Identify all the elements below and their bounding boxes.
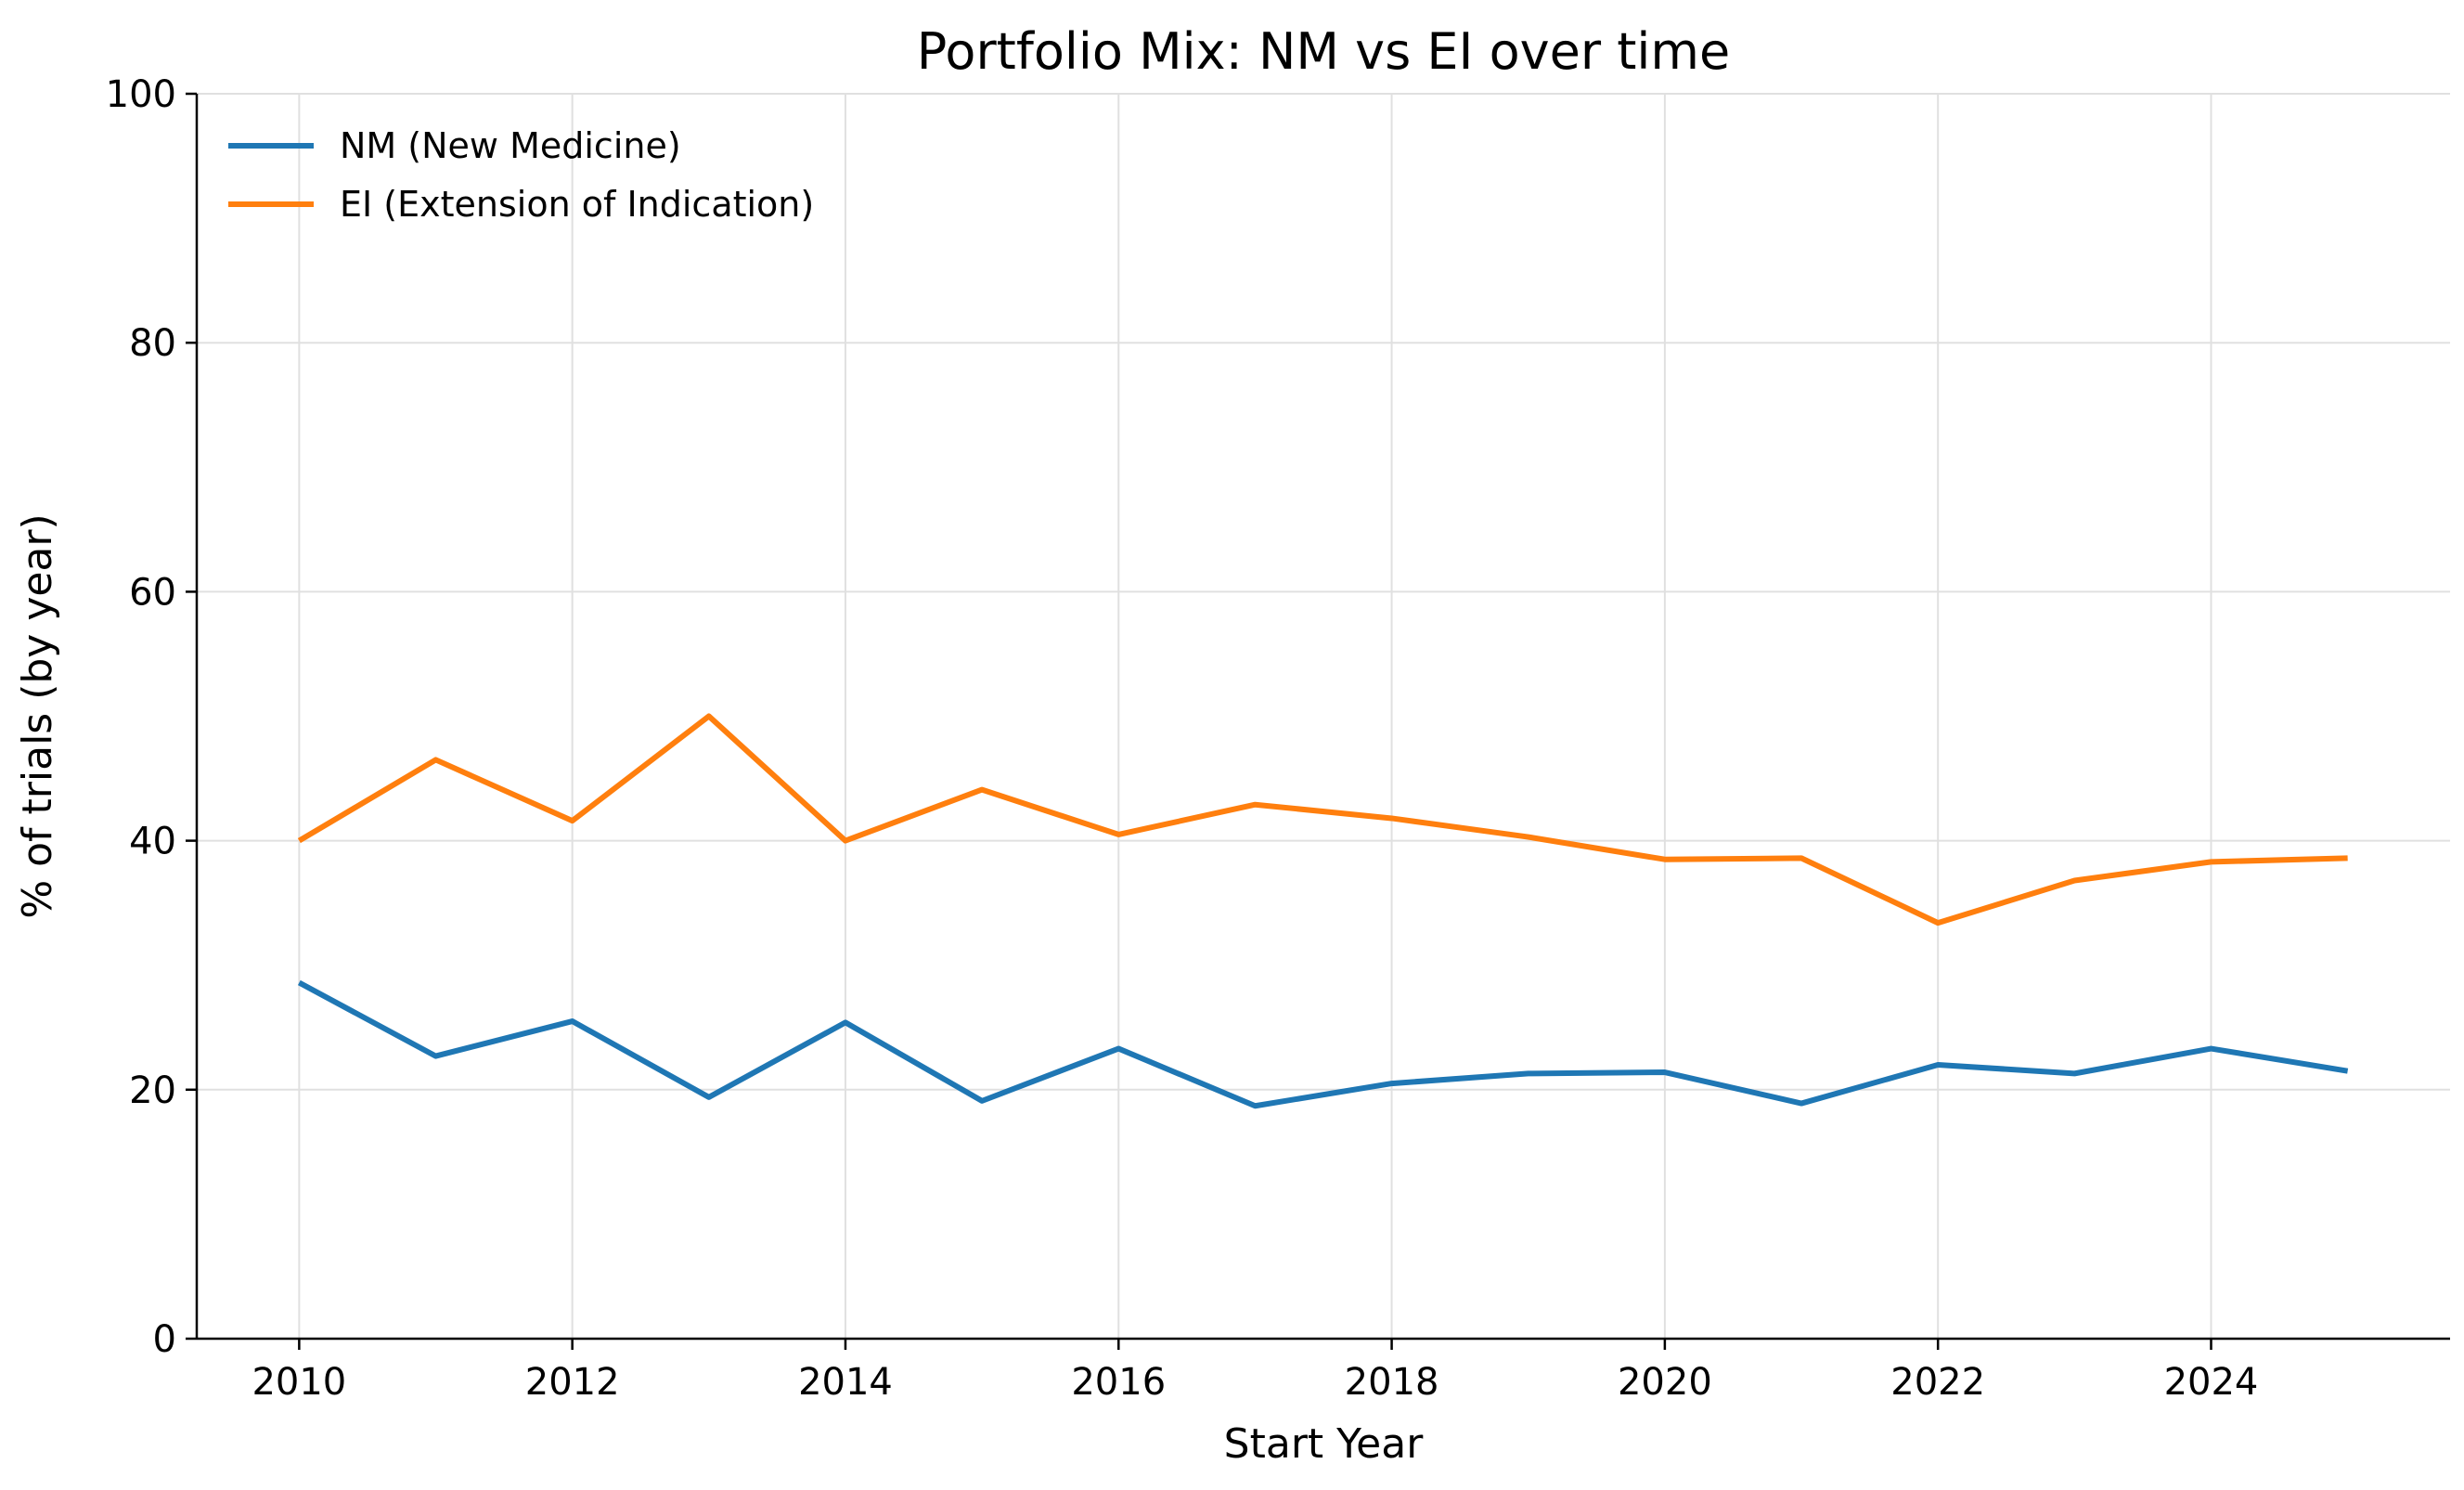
x-tick-label: 2020 [1618,1361,1712,1404]
y-axis-label: % of trials (by year) [14,513,61,918]
x-tick-label: 2010 [252,1361,346,1404]
series-line-ei [297,713,2348,926]
x-tick-label: 2014 [798,1361,893,1404]
series-layer [297,713,2349,1109]
y-ticks: 0 20 40 60 80 100 [106,73,197,1361]
x-tick-label: 2024 [2164,1361,2259,1404]
legend: NM (New Medicine) EI (Extension of Indica… [228,125,814,225]
axes-layer [195,94,2450,1341]
x-tick-label: 2012 [525,1361,620,1404]
y-tick-label: 40 [129,821,176,863]
y-tick-label: 100 [106,73,176,116]
legend-label: EI (Extension of Indication) [340,184,814,225]
x-tick-label: 2018 [1345,1361,1439,1404]
grid-layer [197,93,2450,1340]
x-ticks: 2010 2012 2014 2016 2018 2020 2022 2024 [252,1339,2258,1404]
y-tick-label: 0 [153,1318,176,1361]
x-tick-label: 2016 [1071,1361,1166,1404]
series-line-nm [297,979,2349,1109]
x-axis-label: Start Year [1224,1420,1425,1468]
y-tick-label: 80 [129,322,176,365]
chart-title: Portfolio Mix: NM vs EI over time [917,22,1730,81]
y-tick-label: 60 [129,571,176,614]
legend-label: NM (New Medicine) [340,125,681,166]
y-tick-label: 20 [129,1069,176,1112]
x-tick-label: 2022 [1890,1361,1985,1404]
